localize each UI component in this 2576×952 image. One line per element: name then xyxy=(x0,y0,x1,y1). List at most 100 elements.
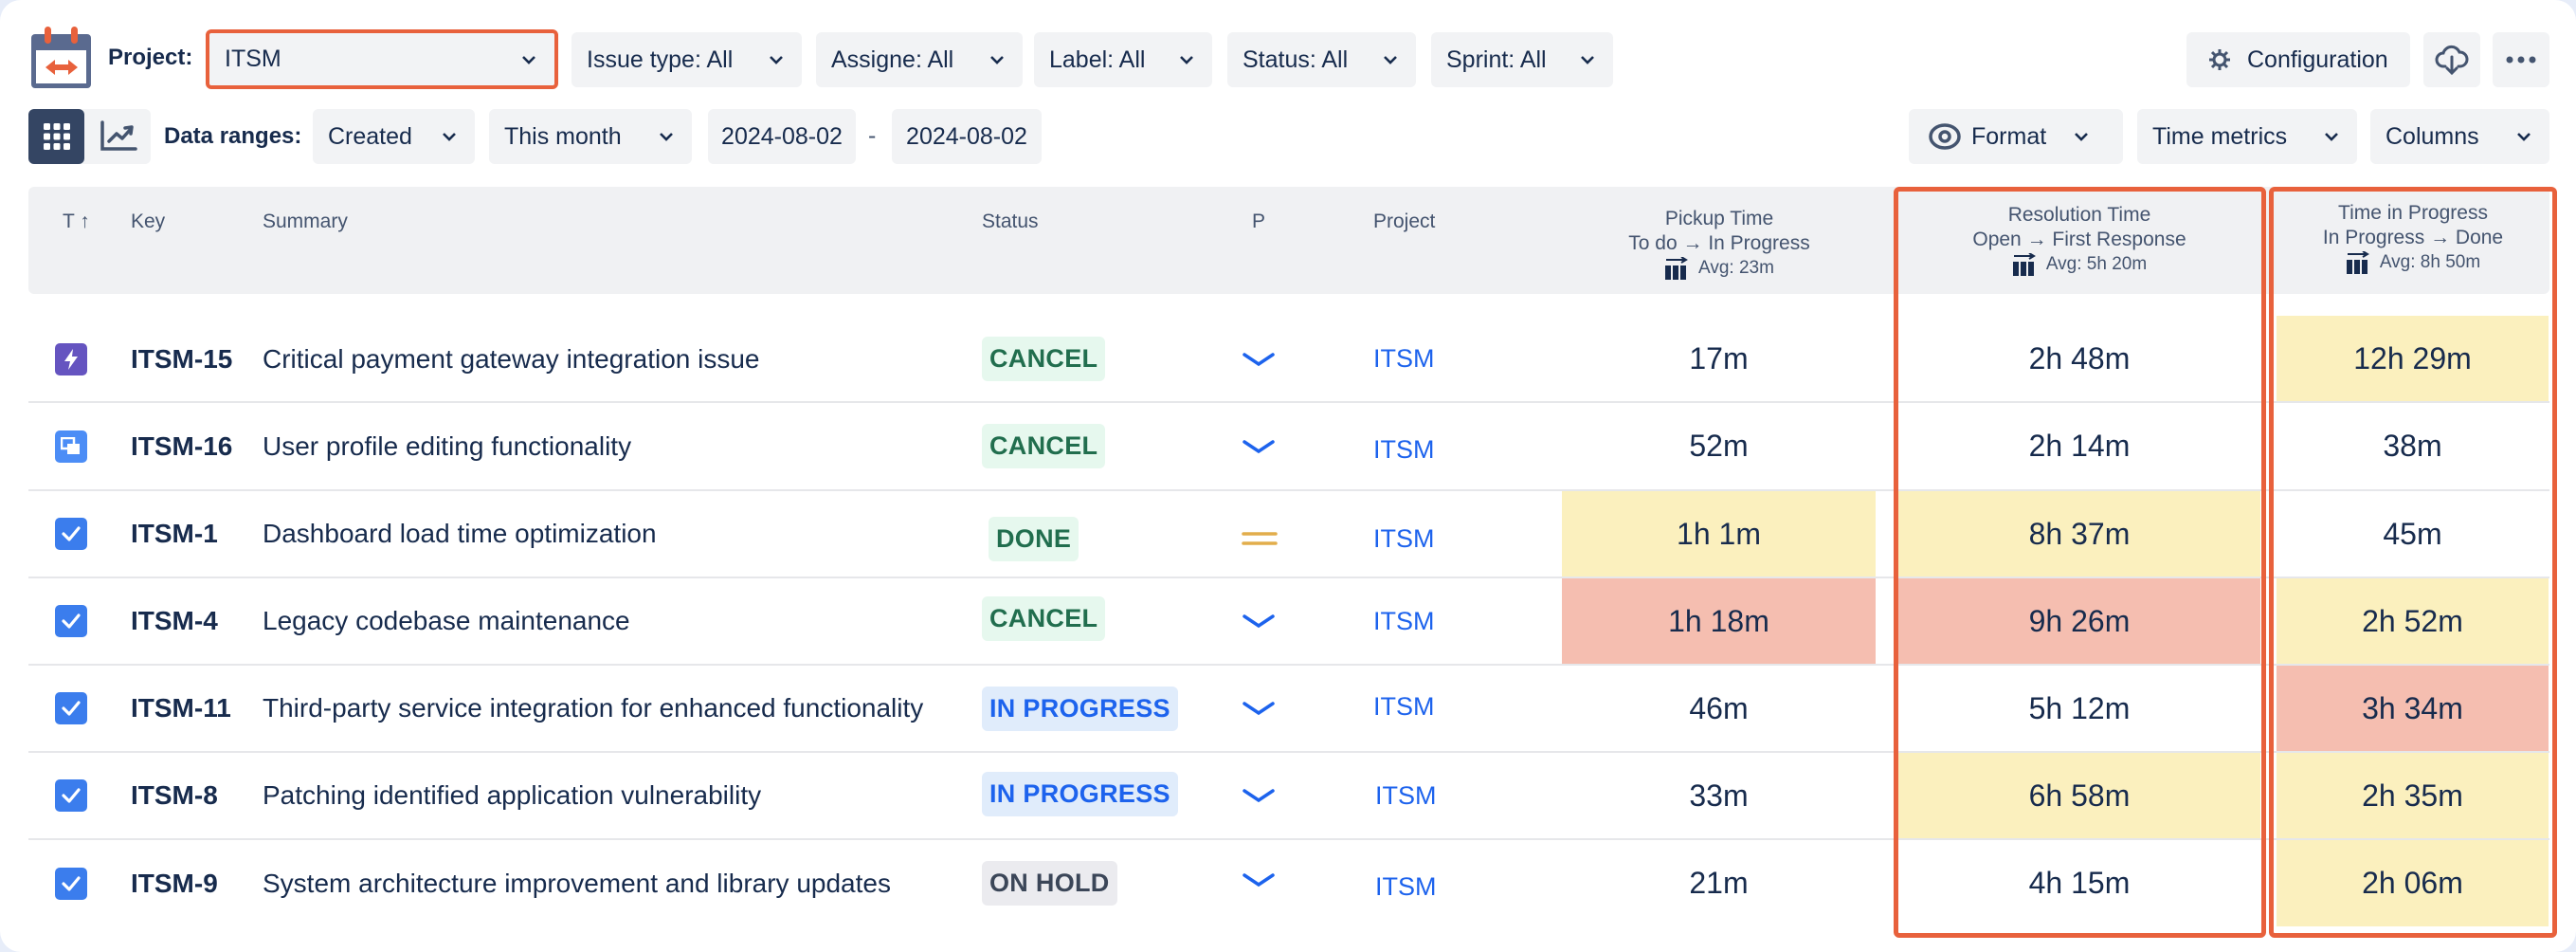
date-from-input[interactable]: 2024-08-02 xyxy=(708,109,856,164)
project-link[interactable]: ITSM xyxy=(1373,344,1435,373)
header-key[interactable]: Key xyxy=(131,211,166,232)
row-divider xyxy=(28,838,2549,840)
date-field-value: Created xyxy=(328,122,412,150)
filter-status[interactable]: Status: All xyxy=(1227,32,1416,87)
issue-summary[interactable]: Dashboard load time optimization xyxy=(263,519,657,548)
in-progress-time-cell: 2h 52m xyxy=(2277,578,2549,664)
resolution-average: Avg: 5h 20m xyxy=(2012,252,2147,277)
issue-type-cell xyxy=(55,578,87,664)
format-button[interactable]: Format xyxy=(1909,109,2123,164)
issue-summary[interactable]: System architecture improvement and libr… xyxy=(263,868,891,898)
date-to-input[interactable]: 2024-08-02 xyxy=(892,109,1042,164)
period-select[interactable]: This month xyxy=(489,109,692,164)
average-bars-icon xyxy=(2012,253,2036,276)
columns-button[interactable]: Columns xyxy=(2370,109,2549,164)
chevron-down-icon xyxy=(518,49,539,70)
issue-summary[interactable]: Third-party service integration for enha… xyxy=(263,693,924,723)
project-link[interactable]: ITSM xyxy=(1375,780,1437,810)
header-priority[interactable]: P xyxy=(1252,211,1266,232)
status-cell: IN PROGRESS xyxy=(982,666,1178,751)
resolution-title: Resolution Time xyxy=(2007,204,2151,226)
download-button[interactable] xyxy=(2423,32,2480,87)
issue-key[interactable]: ITSM-4 xyxy=(131,606,218,635)
header-summary[interactable]: Summary xyxy=(263,211,348,232)
project-link[interactable]: ITSM xyxy=(1373,435,1435,464)
status-cell: CANCEL xyxy=(982,316,1106,402)
date-to-value: 2024-08-02 xyxy=(906,122,1027,150)
issue-summary[interactable]: User profile editing functionality xyxy=(263,430,632,461)
pickup-time-cell: 21m xyxy=(1689,866,1749,900)
issue-summary[interactable]: Critical payment gateway integration iss… xyxy=(263,343,760,374)
chevron-down-icon xyxy=(1577,49,1598,70)
header-resolution-time[interactable]: Resolution Time Open → First Response Av… xyxy=(1897,203,2261,283)
priority-cell xyxy=(1242,578,1276,664)
issue-key[interactable]: ITSM-11 xyxy=(131,693,231,723)
resolution-time-cell: 2h 14m xyxy=(2028,429,2131,463)
chevron-down-icon xyxy=(987,49,1007,70)
chart-view-button[interactable] xyxy=(89,109,148,164)
time-metrics-button[interactable]: Time metrics xyxy=(2137,109,2357,164)
priority-low-icon xyxy=(1243,872,1275,887)
pickup-title: Pickup Time xyxy=(1664,208,1774,229)
status-cell: ON HOLD xyxy=(982,840,1117,926)
average-bars-icon xyxy=(1665,257,1688,280)
row-divider xyxy=(28,664,2549,666)
more-button[interactable] xyxy=(2493,32,2549,87)
priority-low-icon xyxy=(1243,439,1275,453)
priority-low-icon xyxy=(1243,614,1275,629)
chevron-down-icon xyxy=(2513,126,2534,147)
status-cell: DONE xyxy=(989,496,1079,581)
filter-sprint[interactable]: Sprint: All xyxy=(1431,32,1613,87)
task-checkbox-icon xyxy=(55,692,87,724)
view-toggle xyxy=(28,109,151,164)
header-type-label: T xyxy=(63,211,75,232)
chevron-down-icon xyxy=(1176,49,1197,70)
filter-label[interactable]: Label: All xyxy=(1034,32,1212,87)
issue-summary[interactable]: Legacy codebase maintenance xyxy=(263,606,630,635)
time-metrics-label: Time metrics xyxy=(2152,122,2288,150)
project-link[interactable]: ITSM xyxy=(1375,872,1437,901)
calendar-transition-icon xyxy=(31,27,91,88)
status-badge: CANCEL xyxy=(982,595,1106,641)
issue-key[interactable]: ITSM-8 xyxy=(131,780,218,810)
issue-type-cell xyxy=(55,753,87,838)
header-project[interactable]: Project xyxy=(1373,211,1436,232)
issue-key[interactable]: ITSM-16 xyxy=(131,430,233,461)
priority-low-icon xyxy=(1243,789,1275,803)
pickup-avg-value: Avg: 23m xyxy=(1698,258,1774,278)
issue-summary[interactable]: Patching identified application vulnerab… xyxy=(263,780,762,810)
eye-icon xyxy=(1929,123,1961,150)
data-ranges-label: Data ranges: xyxy=(164,123,302,149)
in-progress-time-cell: 2h 06m xyxy=(2277,840,2549,926)
status-badge: IN PROGRESS xyxy=(982,771,1178,816)
chart-view-icon xyxy=(100,120,137,151)
date-separator: - xyxy=(868,122,877,149)
project-link[interactable]: ITSM xyxy=(1373,691,1435,721)
issue-key[interactable]: ITSM-1 xyxy=(131,519,218,548)
project-select[interactable]: ITSM xyxy=(206,29,558,89)
issue-key[interactable]: ITSM-15 xyxy=(131,343,233,374)
configuration-button[interactable]: Configuration xyxy=(2186,32,2410,87)
issue-key[interactable]: ITSM-9 xyxy=(131,868,218,898)
in-progress-avg-value: Avg: 8h 50m xyxy=(2379,252,2481,272)
priority-cell xyxy=(1242,666,1276,751)
filter-assignee[interactable]: Assigne: All xyxy=(816,32,1023,87)
status-cell: IN PROGRESS xyxy=(982,751,1178,836)
date-field-select[interactable]: Created xyxy=(313,109,475,164)
header-time-in-progress[interactable]: Time in Progress In Progress → Done Avg:… xyxy=(2277,201,2549,281)
header-status[interactable]: Status xyxy=(982,211,1039,232)
project-link[interactable]: ITSM xyxy=(1373,523,1435,553)
project-link[interactable]: ITSM xyxy=(1373,606,1435,635)
status-badge: CANCEL xyxy=(982,337,1106,381)
app-logo xyxy=(28,25,95,91)
priority-cell xyxy=(1242,496,1278,581)
cloud-download-icon xyxy=(2435,45,2469,76)
grid-view-icon xyxy=(43,123,70,150)
header-type[interactable]: T ↑ xyxy=(63,211,90,233)
header-pickup-time[interactable]: Pickup Time To do → In Progress Avg: 23m xyxy=(1562,207,1877,286)
priority-cell xyxy=(1242,836,1276,923)
filter-issue-type[interactable]: Issue type: All xyxy=(571,32,802,87)
grid-view-button[interactable] xyxy=(28,109,84,164)
pickup-transition: To do → In Progress xyxy=(1628,232,1810,254)
resolution-time-cell: 9h 26m xyxy=(1898,578,2260,664)
